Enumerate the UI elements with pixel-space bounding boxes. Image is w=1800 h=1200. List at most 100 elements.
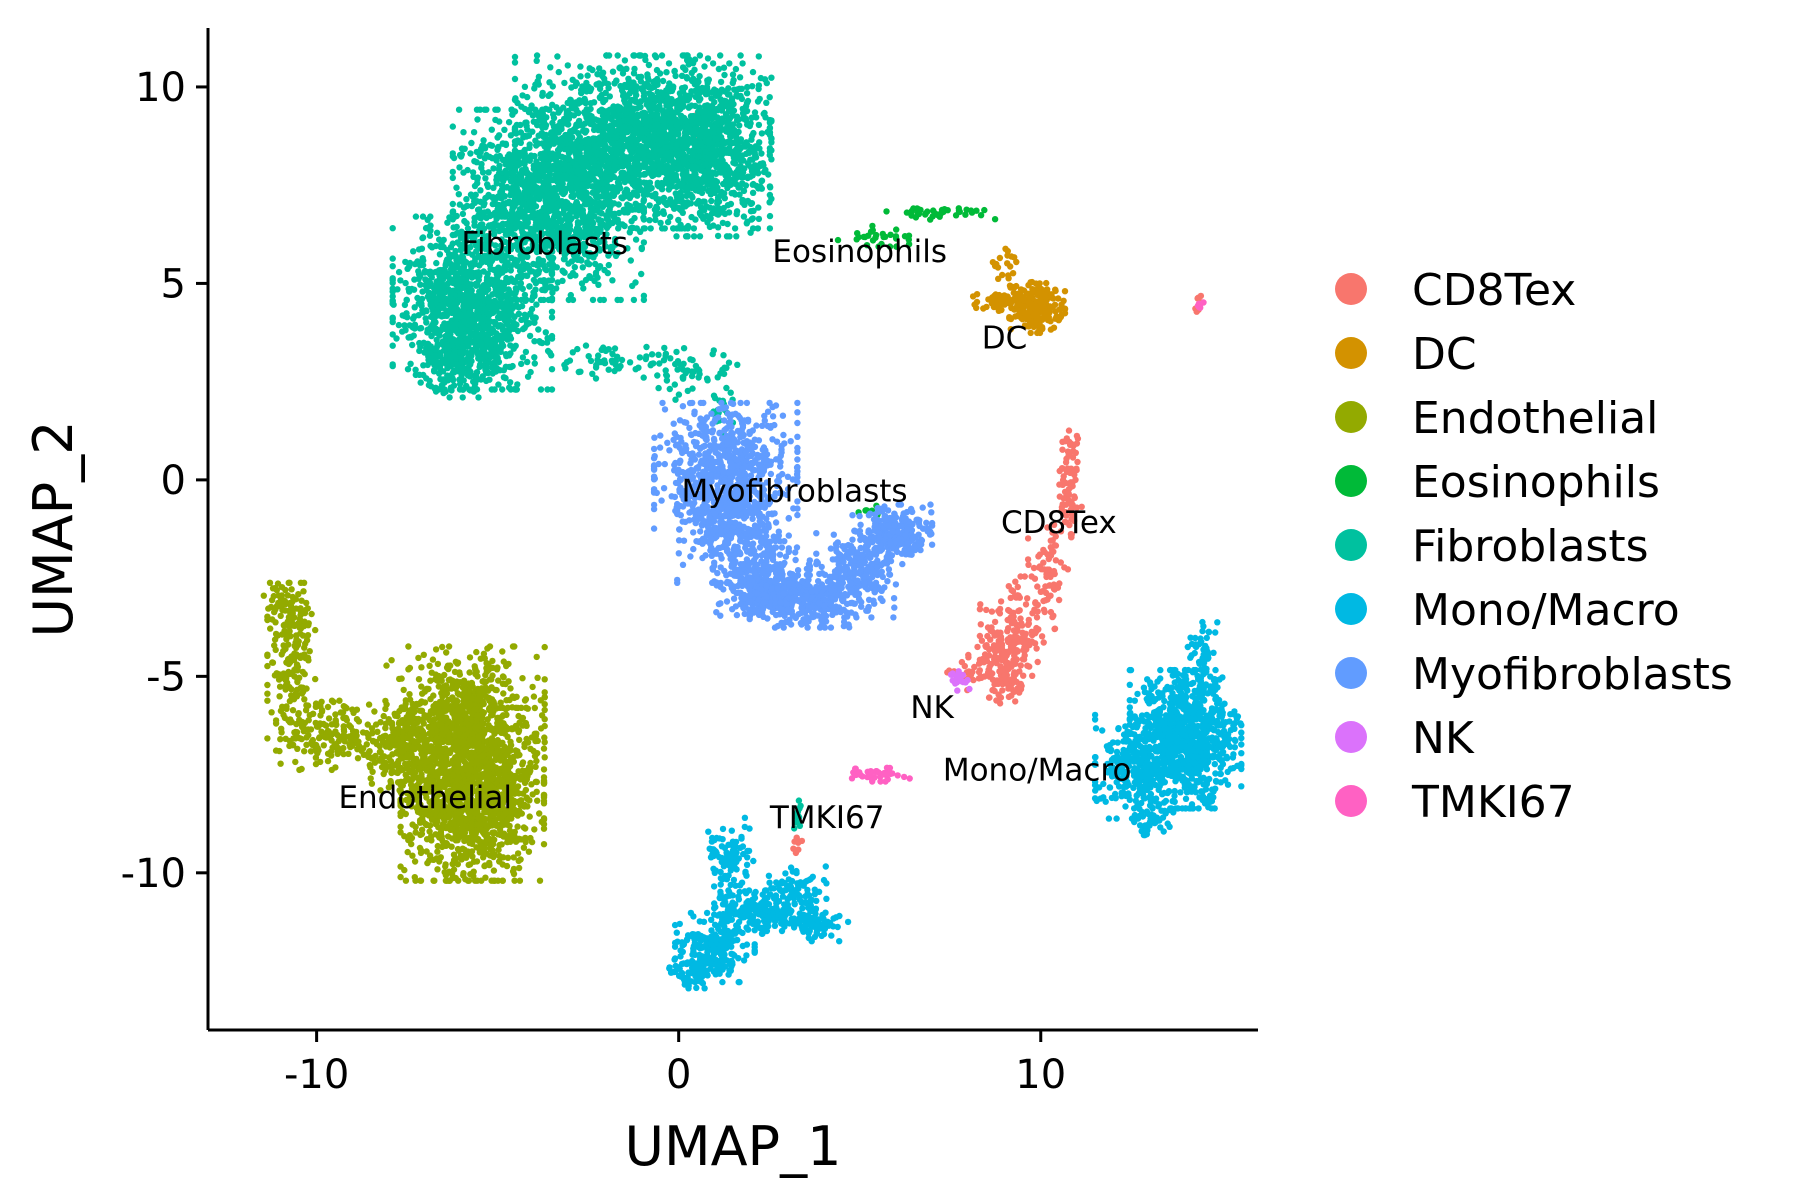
data-point <box>531 730 538 737</box>
data-point <box>448 835 456 842</box>
data-point <box>493 822 501 829</box>
data-point <box>449 826 456 833</box>
data-point <box>1051 625 1059 632</box>
data-point <box>1025 299 1033 306</box>
data-point <box>434 660 442 668</box>
data-point <box>521 697 529 704</box>
data-point <box>1074 435 1082 442</box>
data-point <box>542 124 549 131</box>
data-point <box>397 739 405 746</box>
data-point <box>1015 300 1022 308</box>
data-point <box>1000 650 1008 658</box>
data-point <box>325 715 333 722</box>
data-point <box>1065 427 1073 434</box>
data-point <box>1017 662 1024 669</box>
data-point <box>456 725 463 732</box>
data-point <box>1005 275 1012 282</box>
data-point <box>296 716 303 724</box>
data-point <box>523 794 530 801</box>
data-point <box>1059 465 1067 472</box>
data-point <box>540 766 548 773</box>
data-point <box>413 755 420 763</box>
data-point <box>404 848 411 856</box>
data-point <box>479 698 486 705</box>
data-point <box>292 758 299 766</box>
data-point <box>995 607 1002 615</box>
data-point <box>646 202 653 209</box>
data-point <box>366 748 373 755</box>
data-point <box>541 643 548 651</box>
data-point <box>516 736 523 744</box>
data-point <box>976 632 984 640</box>
data-point <box>454 706 461 714</box>
data-point <box>736 74 744 81</box>
data-point <box>1030 564 1038 572</box>
data-point <box>534 797 541 804</box>
data-point <box>282 676 290 683</box>
data-point <box>971 663 978 671</box>
data-point <box>300 688 307 695</box>
data-point <box>515 857 522 864</box>
data-point <box>605 145 612 152</box>
data-point <box>466 736 474 743</box>
data-point <box>541 701 548 708</box>
data-point <box>364 721 371 728</box>
data-point <box>541 734 548 741</box>
data-point <box>631 214 638 222</box>
data-point <box>661 225 668 232</box>
data-point <box>1062 438 1069 445</box>
data-point <box>980 305 987 312</box>
data-point <box>520 844 528 851</box>
data-point <box>526 813 533 820</box>
data-point <box>451 712 458 719</box>
data-point <box>448 759 456 767</box>
data-point <box>398 675 405 682</box>
data-point <box>379 739 387 746</box>
data-point <box>503 662 510 670</box>
data-point <box>527 745 534 752</box>
data-point <box>288 653 295 660</box>
data-point <box>509 868 517 875</box>
data-point <box>584 72 591 79</box>
data-point <box>389 751 396 758</box>
data-point <box>609 68 617 75</box>
data-point <box>464 721 472 728</box>
data-point <box>489 657 496 665</box>
data-point <box>436 753 444 761</box>
data-point <box>452 685 459 692</box>
data-point <box>394 759 402 767</box>
data-point <box>1073 504 1081 511</box>
data-point <box>1005 665 1012 672</box>
data-point <box>696 52 704 59</box>
data-point <box>415 676 423 683</box>
data-point <box>554 53 561 60</box>
data-point <box>402 724 409 731</box>
data-point <box>683 74 690 81</box>
data-point <box>507 742 515 749</box>
data-point <box>503 697 510 704</box>
data-point <box>995 307 1002 314</box>
data-point <box>998 300 1005 308</box>
data-point <box>583 79 590 87</box>
data-point <box>432 646 440 653</box>
data-point <box>305 732 312 739</box>
data-point <box>435 683 442 690</box>
data-point <box>1036 285 1043 292</box>
data-point <box>352 736 359 743</box>
data-point <box>519 92 526 99</box>
data-point <box>1014 583 1021 591</box>
data-point <box>443 877 451 884</box>
data-point <box>1051 586 1058 593</box>
data-point <box>982 642 989 650</box>
data-point <box>1036 563 1044 570</box>
data-point <box>471 663 478 670</box>
data-point <box>303 741 310 748</box>
data-point <box>1038 324 1046 331</box>
data-point <box>671 67 678 75</box>
data-point <box>409 700 416 708</box>
data-point <box>299 668 306 676</box>
data-point <box>340 732 347 739</box>
data-point <box>346 722 353 729</box>
data-point <box>1024 535 1032 542</box>
data-point <box>404 734 411 742</box>
